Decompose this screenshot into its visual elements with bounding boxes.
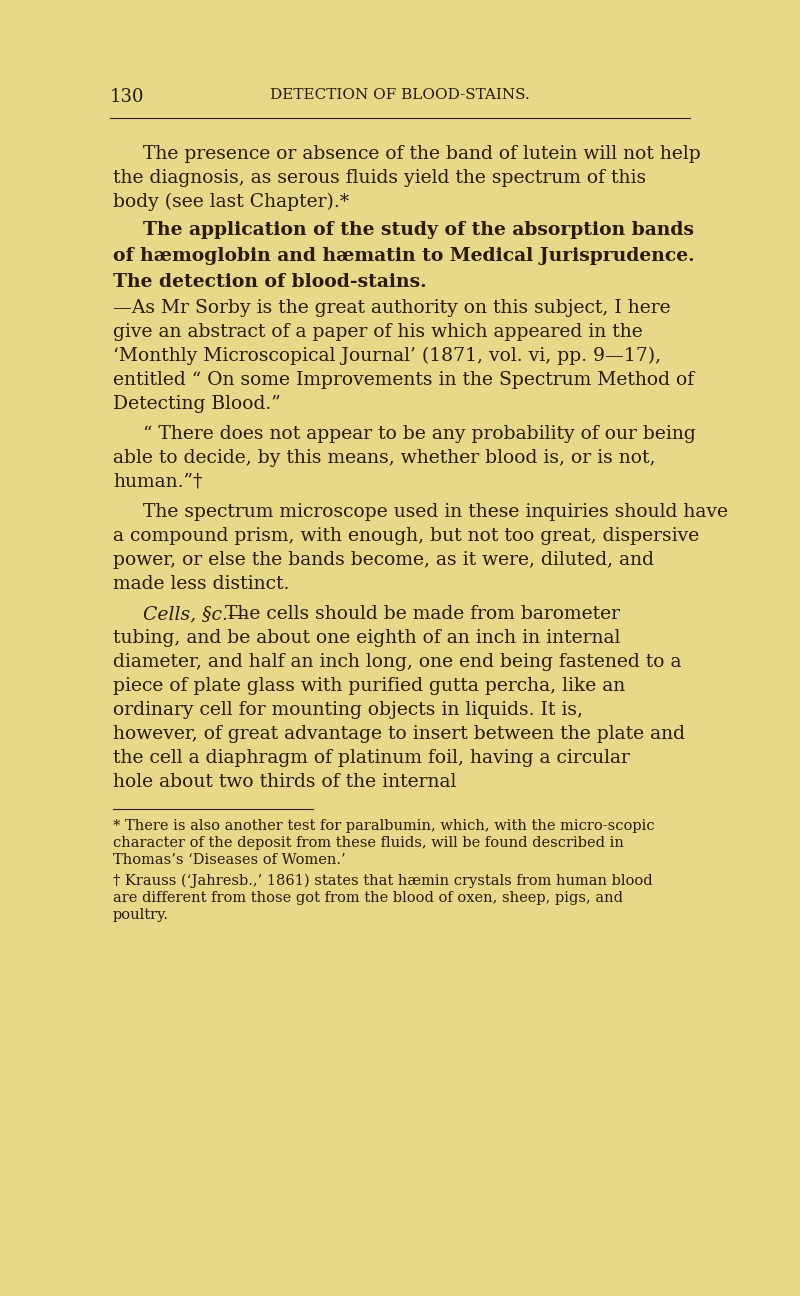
Text: diameter, and half an inch long, one end being fastened to a: diameter, and half an inch long, one end… (113, 653, 682, 671)
Text: ordinary cell for mounting objects in liquids. It is,: ordinary cell for mounting objects in li… (113, 701, 583, 719)
Text: The presence or absence of the band of lutein will not help: The presence or absence of the band of l… (143, 145, 701, 163)
Text: entitled “ On some Improvements in the Spectrum Method of: entitled “ On some Improvements in the S… (113, 371, 694, 389)
Text: 130: 130 (110, 88, 145, 106)
Text: The detection of blood-stains.: The detection of blood-stains. (113, 273, 426, 292)
Text: The spectrum microscope used in these inquiries should have: The spectrum microscope used in these in… (143, 503, 728, 521)
Text: are different from those got from the blood of oxen, sheep, pigs, and: are different from those got from the bl… (113, 892, 623, 905)
Text: human.”†: human.”† (113, 473, 202, 491)
Text: body (see last Chapter).*: body (see last Chapter).* (113, 193, 349, 211)
Text: ‘Monthly Microscopical Journal’ (1871, vol. vi, pp. 9—17),: ‘Monthly Microscopical Journal’ (1871, v… (113, 347, 661, 365)
Text: Thomas’s ‘Diseases of Women.’: Thomas’s ‘Diseases of Women.’ (113, 853, 346, 867)
Text: character of the deposit from these fluids, will be found described in: character of the deposit from these flui… (113, 836, 624, 850)
Text: however, of great advantage to insert between the plate and: however, of great advantage to insert be… (113, 724, 685, 743)
Text: poultry.: poultry. (113, 908, 169, 921)
Text: made less distinct.: made less distinct. (113, 575, 290, 594)
Text: hole about two thirds of the internal: hole about two thirds of the internal (113, 772, 456, 791)
Text: * There is also another test for paralbumin, which, with the micro-scopic: * There is also another test for paralbu… (113, 819, 654, 833)
Text: a compound prism, with enough, but not too great, dispersive: a compound prism, with enough, but not t… (113, 527, 699, 546)
Text: “ There does not appear to be any probability of our being: “ There does not appear to be any probab… (143, 425, 696, 443)
Text: able to decide, by this means, whether blood is, or is not,: able to decide, by this means, whether b… (113, 448, 655, 467)
Text: tubing, and be about one eighth of an inch in internal: tubing, and be about one eighth of an in… (113, 629, 620, 647)
Text: of hæmoglobin and hæmatin to Medical Jurisprudence.: of hæmoglobin and hæmatin to Medical Jur… (113, 248, 694, 264)
Text: the diagnosis, as serous fluids yield the spectrum of this: the diagnosis, as serous fluids yield th… (113, 168, 646, 187)
Text: The application of the study of the absorption bands: The application of the study of the abso… (143, 222, 694, 238)
Text: the cell a diaphragm of platinum foil, having a circular: the cell a diaphragm of platinum foil, h… (113, 749, 630, 767)
Text: † Krauss (‘Jahresb.,’ 1861) states that hæmin crystals from human blood: † Krauss (‘Jahresb.,’ 1861) states that … (113, 874, 653, 888)
Text: —As Mr Sorby is the great authority on this subject, I here: —As Mr Sorby is the great authority on t… (113, 299, 670, 318)
Text: give an abstract of a paper of his which appeared in the: give an abstract of a paper of his which… (113, 323, 642, 341)
Text: piece of plate glass with purified gutta percha, like an: piece of plate glass with purified gutta… (113, 677, 626, 695)
Text: power, or else the bands become, as it were, diluted, and: power, or else the bands become, as it w… (113, 551, 654, 569)
Text: DETECTION OF BLOOD-STAINS.: DETECTION OF BLOOD-STAINS. (270, 88, 530, 102)
Text: The cells should be made from barometer: The cells should be made from barometer (225, 605, 620, 623)
Text: Detecting Blood.”: Detecting Blood.” (113, 395, 281, 413)
Text: Cells, §c.—: Cells, §c.— (143, 605, 246, 623)
